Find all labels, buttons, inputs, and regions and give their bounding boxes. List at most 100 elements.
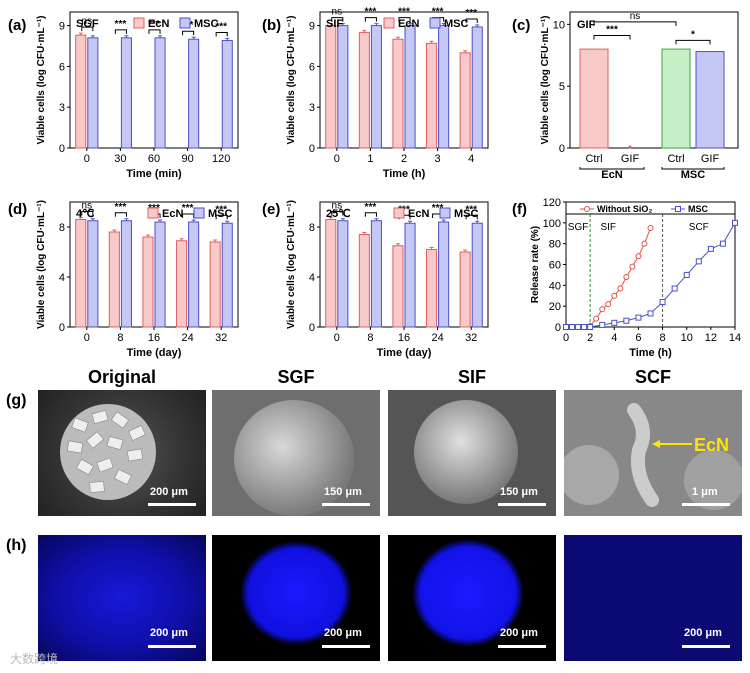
y-axis-label: Viable cells (log CFU·mL⁻¹)	[36, 200, 47, 329]
significance-label: ***	[148, 19, 160, 30]
y-tick-label: 8	[59, 222, 65, 234]
data-point	[617, 285, 624, 292]
y-tick-label: 4	[309, 272, 315, 284]
significance-bracket	[114, 212, 127, 217]
panel-letter: (e)	[262, 201, 280, 218]
data-point	[629, 263, 636, 270]
y-tick-label: 4	[59, 272, 65, 284]
panel-letter-g: (g)	[6, 392, 27, 409]
x-axis-label: Time (day)	[377, 347, 432, 359]
data-point	[623, 274, 630, 280]
significance-label: *	[691, 29, 695, 40]
scale-label: 150 μm	[500, 486, 538, 498]
scale-bar	[682, 645, 730, 648]
scale-label: 200 μm	[500, 627, 538, 639]
y-axis-label: Release rate (%)	[530, 226, 541, 303]
significance-bracket	[465, 214, 478, 220]
bar-msc	[438, 25, 450, 149]
significance-label: ***	[215, 204, 227, 215]
bar-msc	[120, 37, 132, 149]
x-tick-label: 12	[705, 332, 717, 344]
legend-label-ecn: EcN	[162, 208, 183, 220]
x-tick-label: 16	[148, 332, 160, 344]
x-tick-label: 8	[367, 332, 373, 344]
significance-label: ns	[332, 201, 343, 212]
legend-label-ecn: EcN	[148, 18, 169, 30]
y-tick-label: 0	[59, 322, 65, 334]
panel-letter: (f)	[512, 201, 527, 218]
condition-label: 4℃	[76, 208, 94, 220]
data-point	[623, 317, 630, 324]
sem-sgf-drawing	[234, 400, 354, 516]
data-point	[635, 314, 642, 321]
x-tick-label: 24	[181, 332, 193, 344]
y-tick-label: 0	[559, 143, 565, 155]
x-tick-label: 0	[334, 153, 340, 165]
scale-label: 200 μm	[150, 486, 188, 498]
bar-ecn	[325, 25, 337, 149]
bar-ecn	[176, 240, 188, 328]
bar-ecn	[459, 52, 471, 149]
data-point	[593, 315, 600, 322]
data-point	[581, 324, 588, 330]
x-tick-label: 32	[465, 332, 477, 344]
fluor-image-original: 200 μm	[38, 535, 206, 661]
x-tick-label: 8	[660, 332, 666, 344]
significance-label: ***	[398, 7, 410, 18]
panel-letter-h: (h)	[6, 537, 27, 554]
y-tick-label: 60	[549, 260, 561, 272]
x-tick-label: 0	[563, 332, 569, 344]
significance-label: ***	[606, 24, 618, 35]
region-label-scf: SCF	[689, 222, 709, 233]
x-axis-label: Time (day)	[127, 347, 182, 359]
legend-swatch-msc	[439, 207, 451, 219]
data-point	[641, 240, 648, 247]
bar-msc	[154, 37, 166, 149]
significance-label: ***	[465, 8, 477, 19]
x-tick-label: 10	[681, 332, 693, 344]
series-line	[566, 227, 651, 328]
significance-bracket	[364, 17, 377, 22]
group-bracket	[661, 167, 725, 170]
x-tick-label: 0	[84, 153, 90, 165]
x-tick-label: 4	[468, 153, 474, 165]
scale-bar	[148, 503, 196, 506]
region-label-sif: SIF	[600, 222, 616, 233]
scale-bar	[148, 645, 196, 648]
significance-label: ***	[365, 202, 377, 213]
significance-label: ns	[332, 7, 343, 18]
condition-label: SIF	[326, 18, 343, 30]
significance-bracket	[364, 212, 377, 217]
legend-swatch-ecn	[133, 17, 145, 29]
y-axis-label: Viable cells (log CFU·mL⁻¹)	[540, 16, 551, 145]
data-point	[605, 301, 612, 308]
y-tick-label: 10	[553, 19, 565, 31]
legend-marker	[675, 206, 681, 212]
scale-bar	[498, 645, 546, 648]
x-tick-label: 2	[587, 332, 593, 344]
data-point	[611, 319, 618, 326]
condition-label: SGF	[76, 18, 99, 30]
data-point	[732, 219, 738, 226]
y-tick-label: 6	[309, 61, 315, 73]
panel-letter: (a)	[8, 17, 26, 34]
significance-label: ***	[465, 204, 477, 215]
bar-ecn	[75, 219, 87, 328]
legend-swatch-ecn	[393, 207, 405, 219]
sem-original-drawing	[60, 404, 156, 500]
significance-label: ***	[215, 22, 227, 33]
x-tick-label: 8	[117, 332, 123, 344]
scale-bar	[322, 645, 370, 648]
x-tick-label: 6	[635, 332, 641, 344]
legend-label-msc: MSC	[208, 208, 233, 220]
data-point	[599, 306, 606, 313]
sem-sif-drawing	[414, 400, 518, 504]
bar-msc	[120, 220, 132, 328]
significance-bracket	[182, 213, 195, 218]
bar	[661, 48, 691, 149]
group-label-msc: MSC	[681, 169, 706, 181]
x-tick-label: 2	[401, 153, 407, 165]
significance-label: ns	[82, 16, 93, 27]
bar-ecn	[426, 42, 438, 149]
column-title-original: Original	[87, 367, 156, 387]
